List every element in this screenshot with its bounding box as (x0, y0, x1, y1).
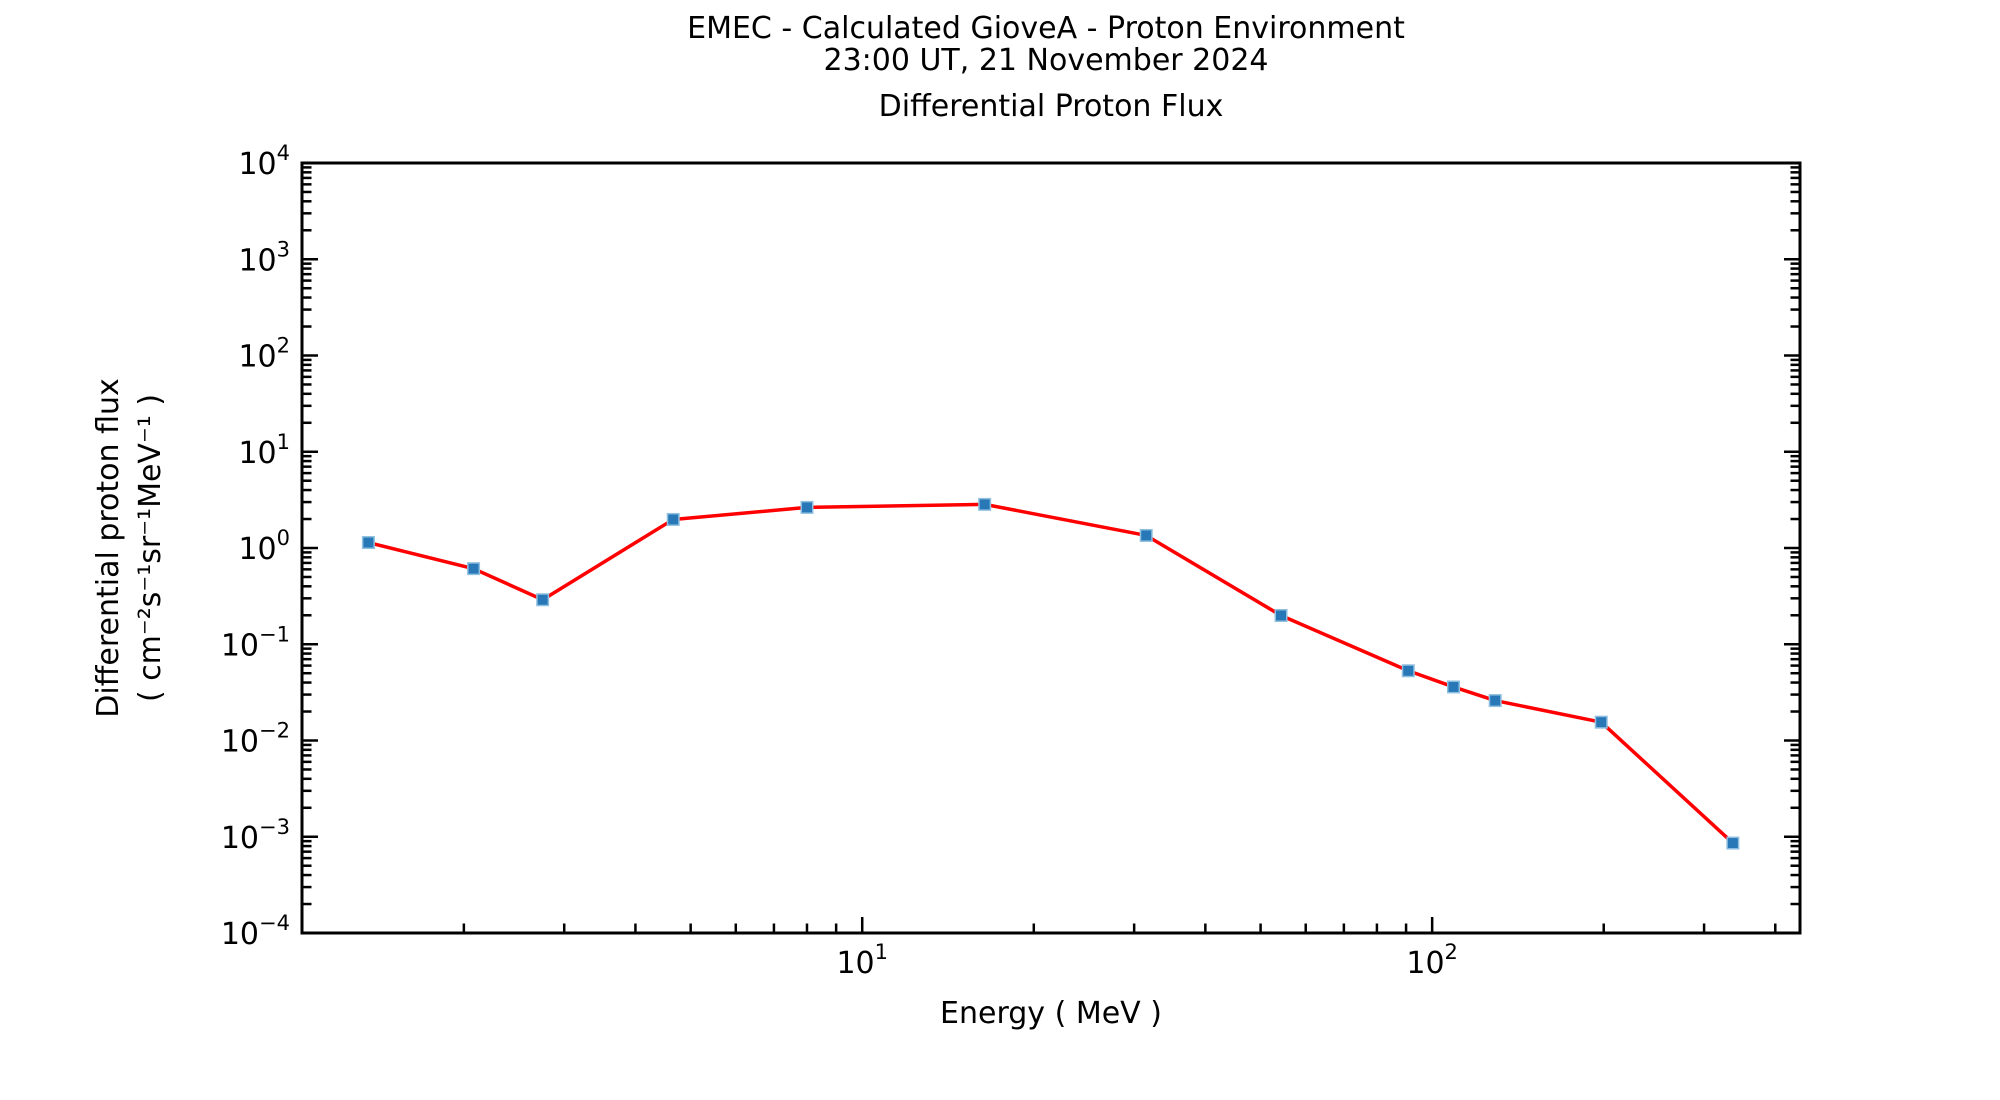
y-tick-label: 103 (238, 237, 290, 278)
axes-title: Differential Proton Flux (879, 89, 1224, 124)
x-axis-label: Energy ( MeV ) (940, 996, 1162, 1031)
y-axis-label-line2: ( cm⁻²s⁻¹sr⁻¹MeV⁻¹ ) (133, 394, 168, 702)
y-tick-label: 104 (238, 141, 290, 182)
y-axis-label-line1: Differential proton flux (91, 378, 126, 717)
data-point-marker (666, 512, 680, 526)
y-tick-label: 10−1 (221, 622, 290, 663)
y-tick-label: 100 (238, 526, 290, 567)
x-tick-label: 101 (836, 940, 888, 981)
x-tick-label: 102 (1406, 940, 1458, 981)
data-point-marker (467, 562, 481, 576)
data-point-marker (1139, 528, 1153, 542)
data-point-marker (1594, 715, 1608, 729)
figure-title-line2: 23:00 UT, 21 November 2024 (823, 43, 1268, 78)
data-point-marker (1726, 836, 1740, 850)
data-point-marker (361, 536, 375, 550)
data-point-marker (1401, 664, 1415, 678)
flux-line (367, 502, 1735, 845)
y-tick-label: 10−4 (221, 911, 290, 952)
data-point-marker (1446, 680, 1460, 694)
y-tick-label: 102 (238, 334, 290, 375)
plot-frame (300, 161, 1802, 935)
data-point-marker (1274, 608, 1288, 622)
data-point-marker (1488, 694, 1502, 708)
y-tick-label: 10−3 (221, 815, 290, 856)
figure-title-line1: EMEC - Calculated GioveA - Proton Enviro… (687, 11, 1405, 46)
data-point-marker (800, 500, 814, 514)
data-point-marker (978, 497, 992, 511)
data-point-marker (536, 593, 550, 607)
y-tick-label: 101 (238, 430, 290, 471)
y-tick-label: 10−2 (221, 719, 290, 760)
